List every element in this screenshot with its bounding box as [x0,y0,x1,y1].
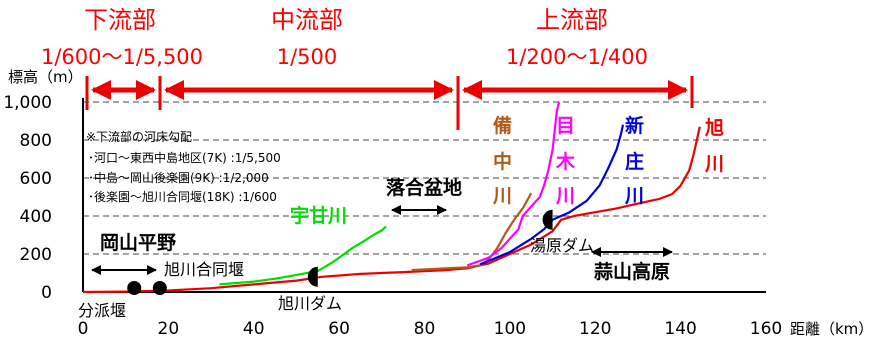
x-tick-label: 0 [78,319,89,339]
section-upper-gradient: 1/200〜1/400 [506,45,648,69]
label-yubara-dam: 湯原ダム [530,236,594,255]
section-lower-gradient: 1/600〜1/5,500 [41,45,203,69]
series-line-宇甘川 [219,225,387,286]
y-tick-labels: 0 200 400 600 800 1,000 [3,93,52,303]
weir-marker [152,281,167,295]
dam-marker [307,266,318,287]
x-tick-label: 140 [664,319,696,339]
river-label-asahi-1: 川 [704,153,724,175]
x-tick-label: 160 [750,319,782,339]
x-tick-label: 60 [328,319,350,339]
region-okayama-plain: 岡山平野 [100,232,176,254]
x-tick-label: 80 [414,319,436,339]
x-tick-label: 40 [243,319,265,339]
region-ochiai-basin: 落合盆地 [386,176,462,199]
label-asahi-joint-weir: 旭川合同堰 [164,260,244,279]
series-line-備中川 [411,192,533,272]
river-label-meki-2: 川 [555,185,575,207]
series-line-新庄川 [479,124,625,266]
y-tick-label: 0 [41,283,52,303]
axes [82,98,766,293]
river-label-bicchu-0: 備 [493,114,512,137]
river-label-shinjo-0: 新 [625,114,644,137]
x-axis-title: 距離（km） [790,320,873,338]
y-tick-label: 400 [20,207,52,227]
series-line-旭川 [82,126,701,294]
series-lines [82,101,701,294]
note-line-1: ･河口〜東西中島地区(7K) :1/5,500 [88,150,281,165]
river-label-meki-0: 目 [556,115,575,137]
river-label-bicchu-1: 中 [493,150,512,173]
river-label-ugai: 宇甘川 [290,205,347,227]
label-bunpa-weir: 分派堰 [78,301,126,320]
section-lower-name: 下流部 [84,6,156,34]
y-tick-label: 1,000 [3,93,52,113]
x-tick-label: 120 [579,319,611,339]
x-tick-label: 100 [494,319,526,339]
y-axis-title: 標高（m） [8,68,83,86]
section-upper-name: 上流部 [536,6,608,34]
river-label-shinjo-1: 庄 [625,150,644,173]
note-line-2: ･中島〜岡山後楽園(9K) :1/2,000 [88,170,269,185]
river-label-asahi-0: 旭 [704,117,724,139]
dam-marker [542,209,553,230]
region-hiruzen-plateau: 蒜山高原 [594,260,670,283]
river-label-shinjo-2: 川 [624,185,644,207]
x-tick-labels: 0 20 40 60 80 100 120 140 160 [78,319,783,339]
gridlines [83,101,766,255]
series-line-目木川 [466,101,561,267]
structures [127,209,553,295]
note-line-3: ･後楽園〜旭川合同堰(18K) :1/600 [88,189,277,204]
section-middle-name: 中流部 [271,6,343,34]
section-middle-gradient: 1/500 [277,45,338,69]
weir-marker [127,281,142,295]
note-line-0: ※下流部の河床勾配 [86,129,192,144]
y-tick-label: 800 [20,131,52,151]
x-tick-label: 20 [158,319,180,339]
river-label-bicchu-2: 川 [492,185,512,207]
y-tick-label: 200 [20,245,52,265]
river-label-meki-1: 木 [555,150,576,173]
label-asahi-dam: 旭川ダム [278,294,342,313]
y-tick-label: 600 [20,169,52,189]
